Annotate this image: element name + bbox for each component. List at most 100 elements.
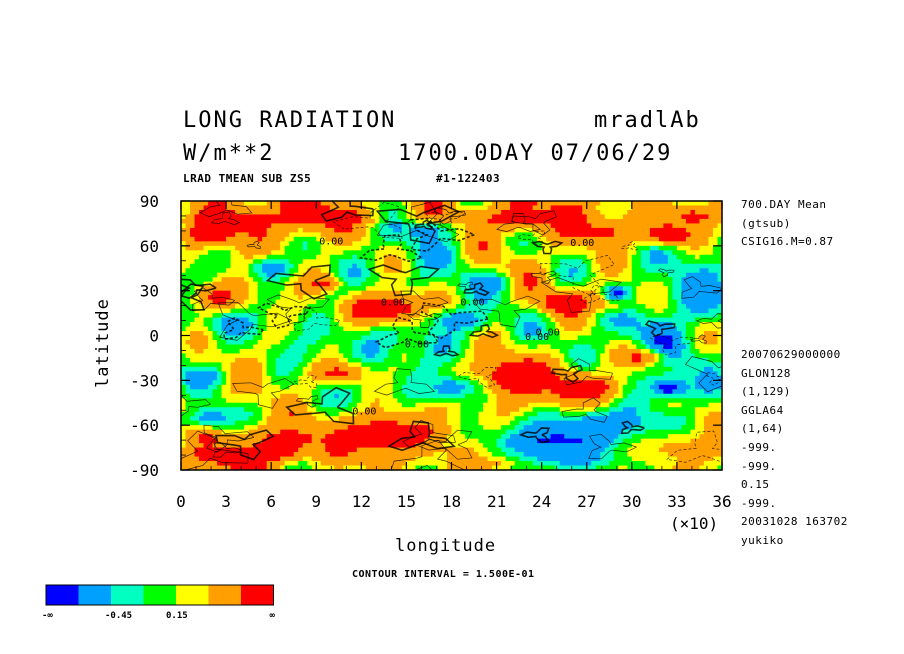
field-cell (302, 218, 308, 225)
field-cell (262, 205, 268, 211)
field-cell (383, 357, 389, 363)
field-cell (280, 227, 286, 233)
field-cell (505, 348, 511, 355)
field-cell (235, 353, 241, 359)
field-cell (257, 317, 263, 323)
field-cell (203, 205, 209, 211)
field-cell (487, 290, 493, 296)
field-cell (609, 290, 615, 296)
field-cell (604, 286, 610, 292)
field-cell (582, 335, 588, 341)
field-cell (280, 209, 286, 216)
field-cell (334, 250, 340, 256)
field-cell (564, 236, 570, 242)
field-cell (284, 366, 290, 372)
field-cell (600, 241, 606, 247)
field-cell (392, 366, 398, 372)
field-cell (663, 259, 669, 265)
field-cell (537, 227, 543, 233)
field-cell (428, 201, 435, 207)
field-cell (325, 295, 331, 301)
field-cell (654, 295, 660, 301)
field-cell (257, 371, 263, 377)
field-cell (460, 339, 466, 346)
field-cell (248, 331, 254, 337)
field-cell (649, 313, 655, 319)
field-cell (334, 308, 340, 314)
field-cell (208, 214, 214, 220)
field-cell (437, 201, 444, 207)
field-cell (442, 263, 448, 269)
field-cell (347, 371, 353, 377)
field-cell (568, 223, 574, 229)
field-cell (663, 362, 669, 368)
field-cell (212, 362, 218, 368)
field-cell (437, 339, 444, 346)
field-cell (379, 326, 385, 332)
field-cell (568, 236, 574, 242)
field-cell (478, 201, 484, 207)
field-cell (293, 254, 299, 260)
field-cell (703, 218, 710, 225)
field-cell (451, 250, 457, 256)
field-cell (640, 344, 646, 350)
field-cell (388, 335, 394, 341)
field-cell (672, 380, 678, 386)
field-cell (532, 348, 538, 355)
field-cell (685, 218, 692, 225)
field-cell (622, 371, 628, 377)
field-cell (604, 223, 610, 229)
field-cell (424, 384, 430, 390)
field-cell (221, 331, 227, 337)
field-cell (555, 236, 561, 242)
field-cell (442, 241, 448, 247)
field-cell (586, 214, 592, 220)
field-cell (406, 205, 412, 211)
field-cell (433, 250, 439, 256)
field-cell (622, 357, 628, 363)
field-cell (185, 290, 191, 296)
field-cell (302, 317, 308, 323)
field-cell (523, 277, 529, 283)
field-cell (383, 380, 389, 386)
field-cell (424, 322, 430, 328)
field-cell (365, 232, 371, 238)
field-cell (537, 263, 543, 269)
field-cell (419, 218, 426, 225)
field-cell (586, 331, 592, 337)
field-cell (712, 322, 719, 328)
field-cell (208, 304, 214, 310)
field-cell (302, 277, 308, 283)
field-cell (208, 308, 214, 314)
field-cell (280, 357, 286, 363)
field-cell (415, 299, 421, 305)
field-cell (221, 384, 227, 390)
field-cell (510, 326, 516, 332)
field-cell (316, 304, 322, 310)
field-cell (712, 331, 719, 337)
field-cell (235, 304, 241, 310)
field-cell (636, 268, 642, 274)
field-cell (577, 250, 583, 256)
field-cell (383, 236, 389, 242)
field-cell (532, 263, 538, 269)
field-cell (262, 268, 268, 274)
field-cell (685, 344, 692, 350)
field-cell (496, 317, 502, 323)
field-cell (244, 322, 250, 328)
field-cell (573, 313, 579, 319)
field-cell (253, 295, 259, 301)
field-cell (694, 232, 701, 238)
field-cell (181, 223, 187, 229)
field-cell (631, 317, 637, 323)
field-cell (541, 214, 547, 220)
field-cell (528, 281, 534, 287)
field-cell (208, 348, 214, 355)
field-cell (190, 290, 196, 296)
field-cell (676, 380, 683, 386)
field-cell (212, 384, 218, 390)
field-cell (528, 263, 534, 269)
field-cell (379, 317, 385, 323)
field-cell (627, 254, 633, 260)
field-cell (672, 201, 678, 207)
